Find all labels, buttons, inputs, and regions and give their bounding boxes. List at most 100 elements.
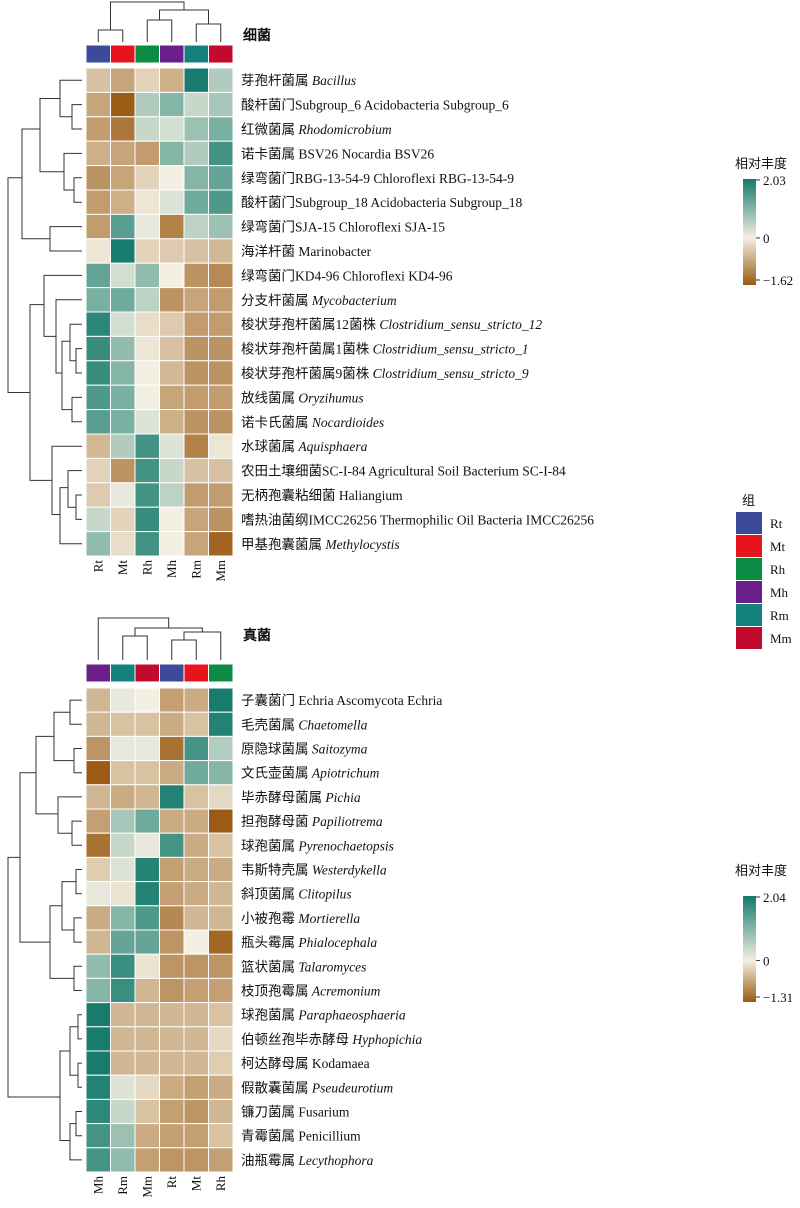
heatmap-cell: [159, 457, 185, 484]
heatmap-cell: [134, 735, 160, 762]
row-label-cn: 芽孢杆菌属: [241, 73, 312, 88]
row-label: 球孢菌属 Paraphaeosphaeria: [241, 1008, 406, 1023]
row-label-sci: Chloroflexi SJA-15: [339, 220, 445, 235]
row-dendrogram: [43, 274, 82, 337]
heatmap-cell: [110, 335, 136, 362]
heatmap-cell: [85, 140, 111, 167]
group-annotation-Mh: [159, 44, 185, 64]
row-label-cn: 分支杆菌属: [241, 293, 312, 308]
heatmap-cell: [208, 1026, 234, 1052]
heatmap-cell: [159, 881, 185, 907]
row-label: 柯达酵母属 Kodamaea: [241, 1056, 370, 1071]
heatmap-cell: [110, 1002, 136, 1028]
heatmap-cell: [208, 1002, 234, 1028]
heatmap-cell: [85, 711, 111, 737]
row-label: 红微菌属 Rhodomicrobium: [241, 122, 392, 137]
row-label-sci: Mortierella: [297, 911, 360, 926]
heatmap-cell: [208, 1050, 234, 1076]
row-dendrogram: [77, 1014, 82, 1040]
heatmap-cell: [183, 856, 209, 883]
heatmap-cell: [134, 1026, 160, 1052]
heatmap-cell: [183, 506, 209, 533]
group-label-Rm: Rm: [770, 608, 789, 623]
row-label-cn: 绿弯菌门RBG-13-54-9: [241, 170, 373, 186]
row-label-cn: 油瓶霉属: [241, 1153, 298, 1168]
column-label: Mt: [115, 560, 130, 576]
heatmap-cell: [110, 905, 136, 931]
heatmap-cell: [208, 311, 234, 337]
row-label: 酸杆菌门Subgroup_6 Acidobacteria Subgroup_6: [241, 98, 509, 113]
heatmap-cell: [183, 1002, 209, 1028]
row-dendrogram: [51, 445, 82, 516]
heatmap-cell: [85, 977, 111, 1004]
heatmap-cell: [85, 1147, 111, 1173]
row-label-cn: 文氏壶菌属: [241, 766, 312, 781]
group-swatch-Mm: [736, 627, 762, 649]
row-label-cn: 假散囊菌属: [241, 1079, 312, 1095]
heatmap-cell: [134, 977, 160, 1004]
heatmap-cell: [85, 760, 111, 786]
heatmap-cell: [159, 409, 185, 435]
heatmap-cell: [183, 67, 209, 93]
heatmap-cell: [159, 760, 185, 786]
heatmap-cell: [134, 1002, 160, 1028]
heatmap-cell: [208, 808, 234, 834]
heatmap-cell: [183, 335, 209, 362]
heatmap-cell: [183, 1026, 209, 1052]
heatmap-cell: [85, 531, 111, 557]
row-label-sci: Chaetomella: [298, 717, 367, 732]
heatmap-cell: [183, 531, 209, 557]
heatmap-cell: [183, 953, 209, 979]
heatmap-cell: [208, 856, 234, 883]
heatmap-cell: [85, 687, 111, 713]
row-label-sci: Pyrenochaetopsis: [297, 838, 393, 853]
row-label-sci: Fusarium: [298, 1105, 350, 1120]
heatmap-cell: [110, 760, 136, 786]
heatmap-cell: [134, 506, 160, 533]
heatmap-cell: [208, 735, 234, 762]
heatmap-cell: [134, 531, 160, 557]
heatmap-cell: [208, 832, 234, 858]
row-label-sci: Saitozyma: [312, 742, 368, 757]
row-label-cn: 放线菌属: [241, 390, 298, 405]
group-annotation-Mt: [110, 44, 136, 64]
heatmap-cell: [183, 213, 209, 240]
heatmap-cell: [110, 384, 136, 411]
heatmap-cell: [159, 384, 185, 411]
heatmap-cell: [110, 67, 136, 93]
row-dendrogram: [69, 1123, 82, 1161]
heatmap-cell: [110, 784, 136, 810]
row-label: 斜顶菌属 Clitopilus: [241, 887, 352, 902]
heatmap-cell: [159, 91, 185, 118]
heatmap-cell: [85, 457, 111, 484]
heatmap-cell: [134, 165, 160, 191]
heatmap-cell: [183, 1098, 209, 1125]
heatmap-cell: [85, 1123, 111, 1149]
row-dendrogram: [77, 1062, 82, 1088]
heatmap-cell: [110, 881, 136, 907]
heatmap-cell: [85, 335, 111, 362]
heatmap-cell: [110, 457, 136, 484]
heatmap-cell: [134, 482, 160, 508]
heatmap-cell: [183, 1074, 209, 1100]
heatmap-cell: [110, 953, 136, 979]
row-label: 镰刀菌属 Fusarium: [241, 1104, 350, 1120]
row-label-sci: Rhodomicrobium: [297, 122, 391, 137]
row-label: 文氏壶菌属 Apiotrichum: [241, 766, 380, 781]
group-swatch-Rm: [736, 604, 762, 626]
row-label-cn: 斜顶菌属: [241, 887, 298, 902]
heatmap-cell: [183, 735, 209, 762]
column-label: Mm: [213, 560, 228, 582]
heatmap-cell: [183, 91, 209, 118]
heatmap-cell: [183, 832, 209, 858]
colorbar-tick-label: 2.03: [763, 173, 786, 188]
group-legend: 组 Rt Mt Rh Mh Rm Mm: [736, 494, 792, 649]
heatmap-cell: [208, 1147, 234, 1173]
row-label: 诺卡氏菌属 Nocardioides: [241, 415, 384, 430]
row-label-sci: Aquisphaera: [297, 439, 367, 454]
row-label-cn: 诺卡氏菌属: [241, 415, 312, 430]
row-label-sci: Methylocystis: [324, 537, 399, 552]
